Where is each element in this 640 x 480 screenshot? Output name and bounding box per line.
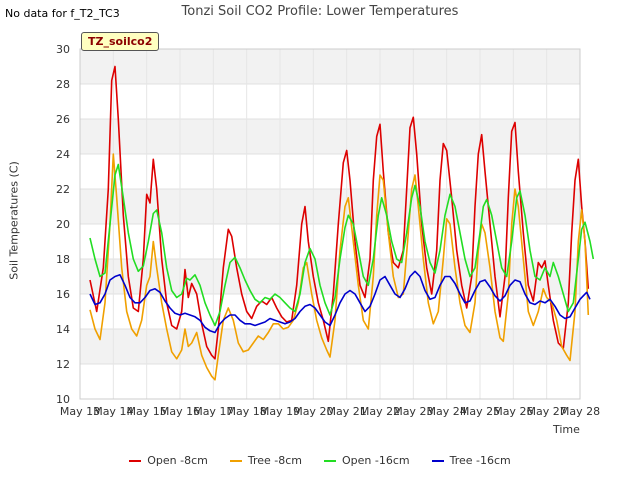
site-badge: TZ_soilco2 [81, 32, 160, 51]
legend-label: Open -16cm [342, 454, 410, 467]
grid-bands [80, 49, 580, 364]
y-tick-label: 20 [56, 218, 70, 231]
legend-label: Tree -16cm [449, 454, 511, 467]
x-tick-label: May 27 [527, 405, 567, 418]
x-tick-label: May 28 [560, 405, 600, 418]
chart-title: Tonzi Soil CO2 Profile: Lower Temperatur… [181, 4, 459, 19]
y-tick-label: 12 [56, 358, 70, 371]
y-tick-label: 16 [56, 288, 70, 301]
series-lines [89, 65, 595, 381]
y-tick-label: 30 [56, 43, 70, 56]
x-tick-label: May 17 [193, 405, 233, 418]
legend-item: Tree -16cm [431, 454, 511, 467]
legend-swatch [324, 459, 336, 462]
x-tick-label: May 16 [160, 405, 200, 418]
x-tick-label: May 23 [393, 405, 433, 418]
x-tick-label: May 21 [327, 405, 367, 418]
y-tick-label: 26 [56, 113, 70, 126]
legend-swatch [229, 459, 242, 462]
y-axis-ticks: 10 12 14 16 18 20 22 24 26 28 30 [56, 43, 70, 406]
x-tick-label: May 25 [460, 405, 500, 418]
x-axis-label: Time [553, 423, 580, 436]
x-tick-label: May 14 [93, 405, 133, 418]
y-tick-label: 18 [56, 253, 70, 266]
x-tick-label: May 15 [127, 405, 167, 418]
legend-label: Tree -8cm [247, 454, 302, 467]
x-tick-label: May 22 [360, 405, 400, 418]
grid-band [80, 49, 580, 84]
grid-band [80, 119, 580, 154]
legend-swatch [129, 459, 142, 462]
y-tick-label: 10 [56, 393, 70, 406]
series-line [89, 163, 595, 327]
legend-item: Open -16cm [324, 454, 410, 467]
grid-band [80, 329, 580, 364]
x-tick-label: May 26 [493, 405, 533, 418]
no-data-message: No data for f_T2_TC3 [5, 7, 120, 20]
x-tick-label: May 20 [293, 405, 333, 418]
x-tick-label: May 13 [60, 405, 100, 418]
x-tick-label: May 18 [227, 405, 267, 418]
legend: Open -8cm Tree -8cm Open -16cm Tree -16cm [0, 454, 640, 467]
legend-swatch [431, 459, 444, 462]
grid-band [80, 189, 580, 224]
legend-item: Open -8cm [129, 454, 208, 467]
series-line [89, 270, 591, 334]
series-line [89, 65, 590, 360]
legend-item: Tree -8cm [229, 454, 302, 467]
y-tick-label: 28 [56, 78, 70, 91]
x-tick-label: May 19 [260, 405, 300, 418]
y-tick-label: 14 [56, 323, 70, 336]
y-tick-label: 24 [56, 148, 70, 161]
y-tick-label: 22 [56, 183, 70, 196]
x-tick-label: May 24 [427, 405, 467, 418]
legend-label: Open -8cm [147, 454, 208, 467]
grid-lines [79, 48, 581, 400]
